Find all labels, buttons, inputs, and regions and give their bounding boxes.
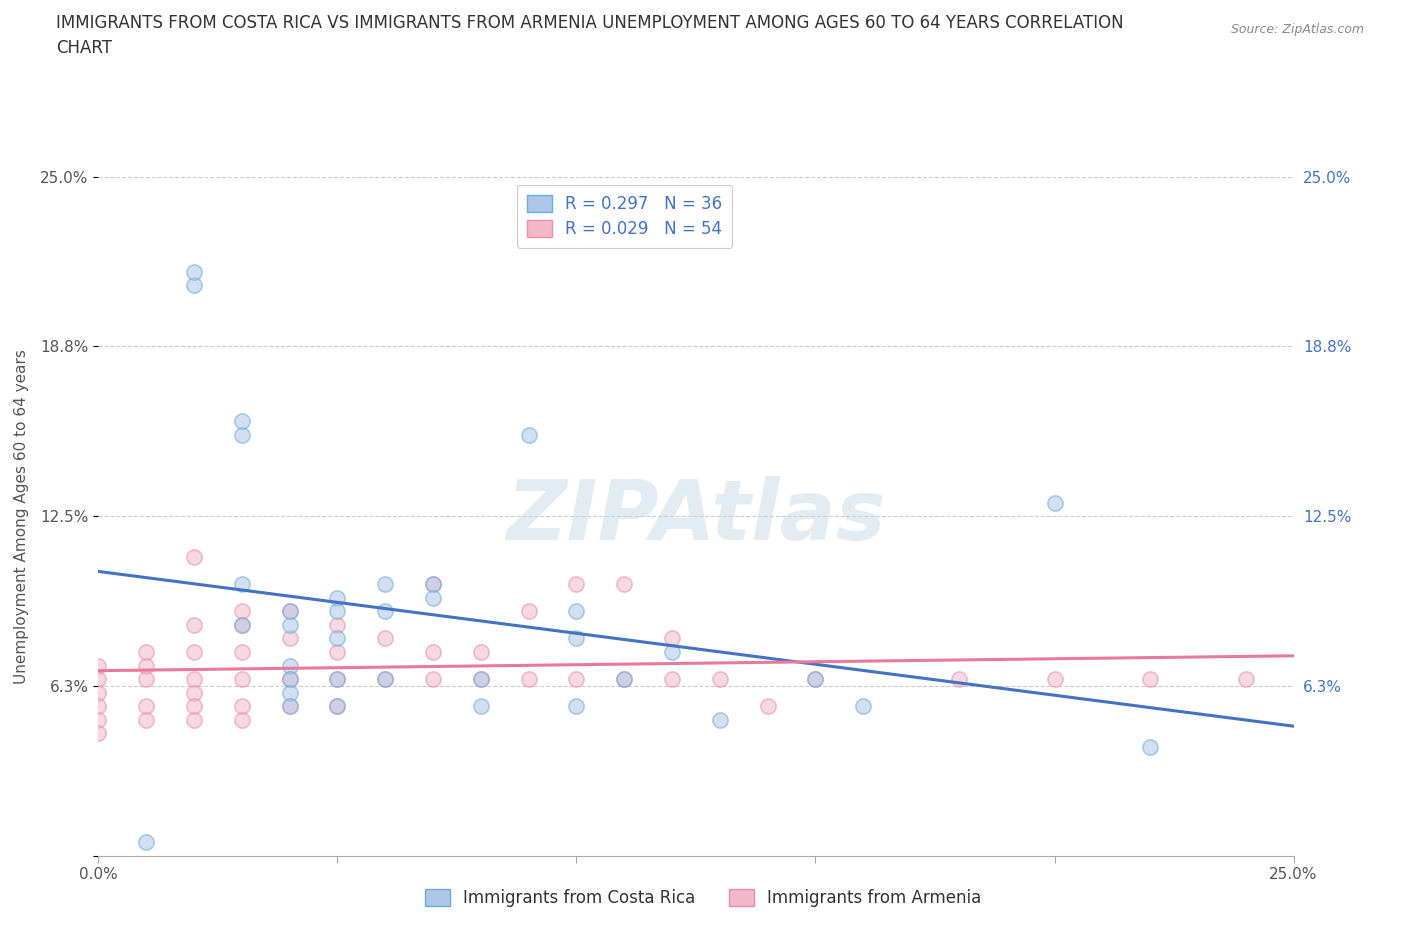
Point <box>278 658 301 673</box>
Point <box>183 698 205 713</box>
Point <box>374 604 396 618</box>
Point <box>709 671 731 686</box>
Point <box>278 685 301 700</box>
Point <box>1139 739 1161 754</box>
Point <box>374 631 396 645</box>
Point <box>87 712 110 727</box>
Point <box>278 671 301 686</box>
Point <box>231 604 253 618</box>
Point <box>231 712 253 727</box>
Point <box>278 631 301 645</box>
Point <box>374 671 396 686</box>
Point <box>565 631 588 645</box>
Legend: R = 0.297   N = 36, R = 0.029   N = 54: R = 0.297 N = 36, R = 0.029 N = 54 <box>516 185 733 248</box>
Point <box>1234 671 1257 686</box>
Legend: Immigrants from Costa Rica, Immigrants from Armenia: Immigrants from Costa Rica, Immigrants f… <box>415 879 991 917</box>
Point <box>231 671 253 686</box>
Point <box>470 671 492 686</box>
Point <box>135 644 157 659</box>
Point <box>183 685 205 700</box>
Point <box>326 631 349 645</box>
Point <box>422 577 444 591</box>
Point <box>565 698 588 713</box>
Point <box>661 671 683 686</box>
Point <box>422 644 444 659</box>
Point <box>231 427 253 442</box>
Point <box>87 698 110 713</box>
Point <box>87 671 110 686</box>
Point <box>326 618 349 632</box>
Point <box>231 577 253 591</box>
Point <box>470 671 492 686</box>
Point <box>565 604 588 618</box>
Point <box>135 671 157 686</box>
Point <box>135 698 157 713</box>
Point <box>613 671 636 686</box>
Point <box>374 577 396 591</box>
Point <box>422 671 444 686</box>
Point <box>183 644 205 659</box>
Point <box>183 671 205 686</box>
Point <box>87 685 110 700</box>
Point <box>565 671 588 686</box>
Point <box>278 698 301 713</box>
Point <box>517 671 540 686</box>
Point <box>517 604 540 618</box>
Point <box>517 427 540 442</box>
Point <box>661 644 683 659</box>
Point <box>326 644 349 659</box>
Point <box>183 550 205 565</box>
Point <box>804 671 827 686</box>
Point <box>756 698 779 713</box>
Point <box>804 671 827 686</box>
Text: ZIPAtlas: ZIPAtlas <box>506 475 886 557</box>
Point <box>87 658 110 673</box>
Point <box>278 604 301 618</box>
Point <box>422 577 444 591</box>
Point <box>231 644 253 659</box>
Point <box>183 264 205 279</box>
Point <box>278 698 301 713</box>
Y-axis label: Unemployment Among Ages 60 to 64 years: Unemployment Among Ages 60 to 64 years <box>14 349 30 684</box>
Point <box>231 618 253 632</box>
Point <box>278 604 301 618</box>
Point <box>422 591 444 605</box>
Text: Source: ZipAtlas.com: Source: ZipAtlas.com <box>1230 23 1364 36</box>
Point <box>374 671 396 686</box>
Point <box>183 712 205 727</box>
Point <box>326 698 349 713</box>
Point <box>231 414 253 429</box>
Point <box>278 671 301 686</box>
Point <box>948 671 970 686</box>
Point <box>470 644 492 659</box>
Point <box>87 726 110 741</box>
Text: CHART: CHART <box>56 39 112 57</box>
Point <box>852 698 875 713</box>
Point <box>278 618 301 632</box>
Point <box>326 591 349 605</box>
Point <box>231 698 253 713</box>
Point <box>326 698 349 713</box>
Point <box>565 577 588 591</box>
Point <box>135 658 157 673</box>
Point <box>1139 671 1161 686</box>
Point <box>183 278 205 293</box>
Point <box>135 834 157 849</box>
Point <box>135 712 157 727</box>
Point <box>661 631 683 645</box>
Point <box>1043 671 1066 686</box>
Point <box>470 698 492 713</box>
Text: IMMIGRANTS FROM COSTA RICA VS IMMIGRANTS FROM ARMENIA UNEMPLOYMENT AMONG AGES 60: IMMIGRANTS FROM COSTA RICA VS IMMIGRANTS… <box>56 14 1123 32</box>
Point <box>1043 495 1066 510</box>
Point <box>326 671 349 686</box>
Point <box>326 671 349 686</box>
Point <box>326 604 349 618</box>
Point <box>183 618 205 632</box>
Point <box>613 577 636 591</box>
Point <box>613 671 636 686</box>
Point <box>709 712 731 727</box>
Point <box>231 618 253 632</box>
